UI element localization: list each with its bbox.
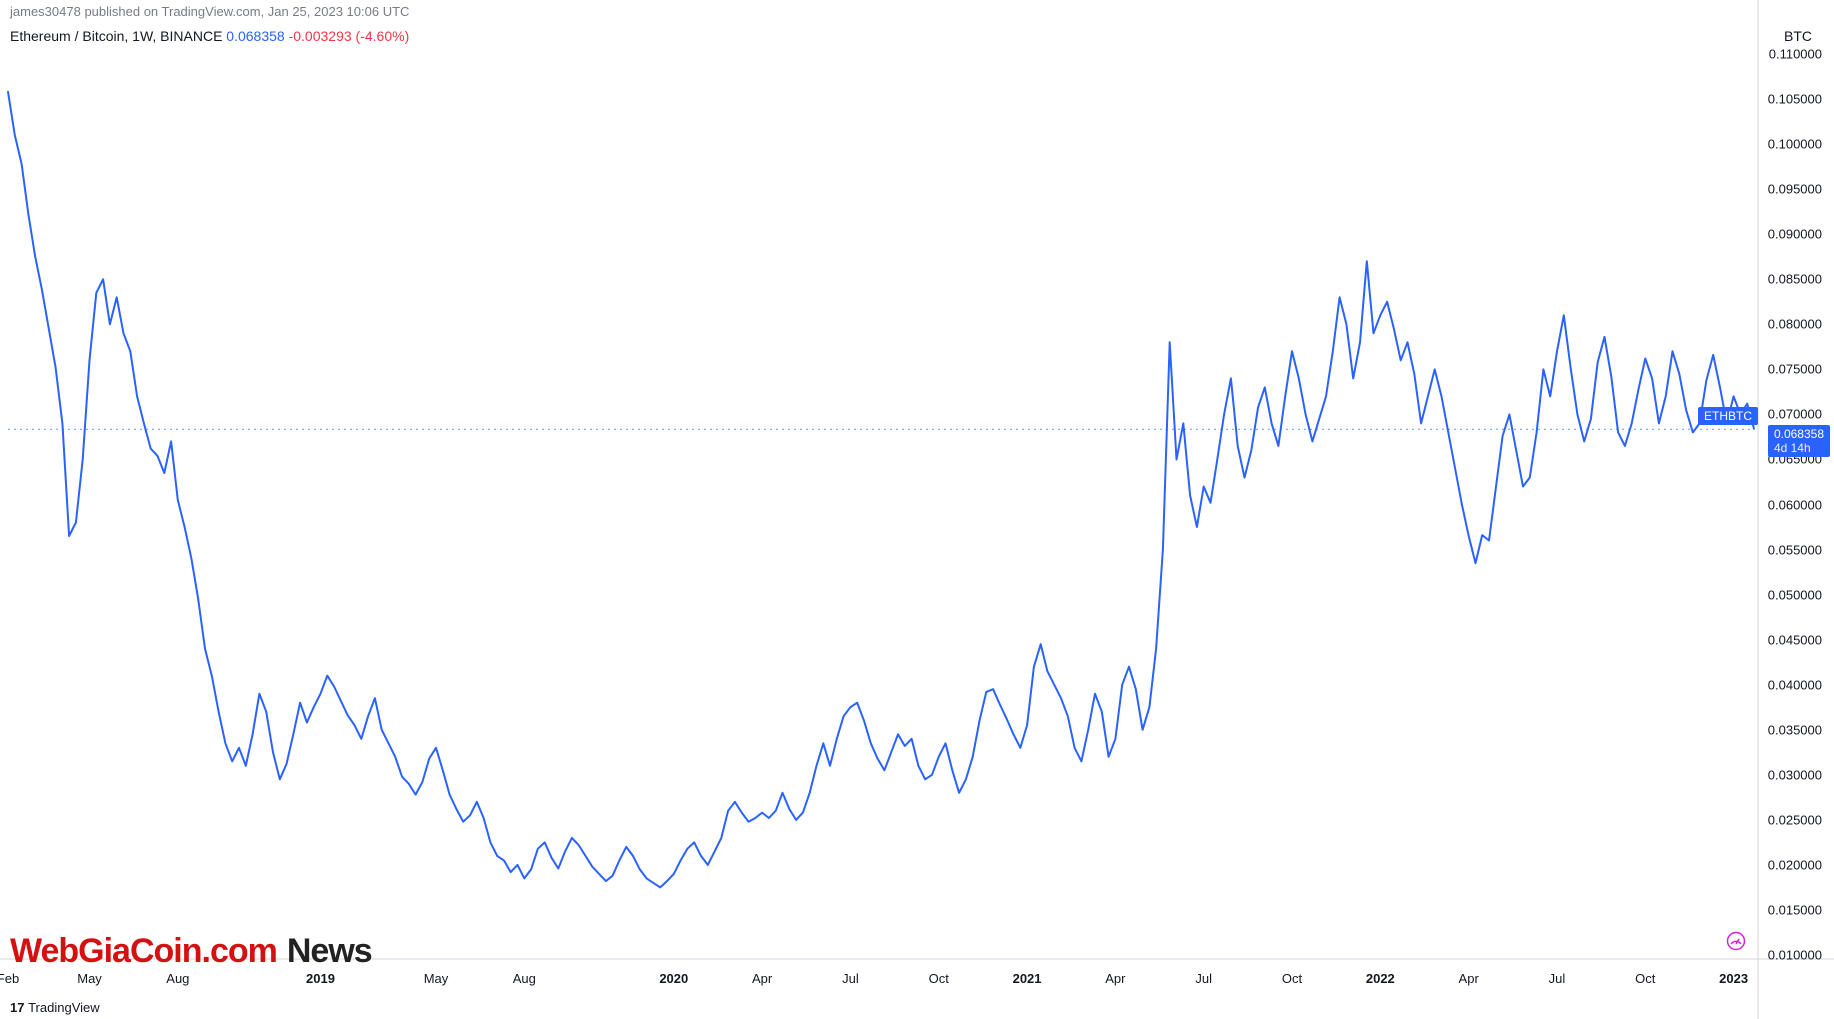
x-tick: Oct	[929, 971, 949, 986]
y-tick: 0.055000	[1768, 542, 1822, 557]
price-badge-countdown: 4d 14h	[1774, 441, 1824, 455]
y-tick: 0.110000	[1769, 47, 1822, 62]
x-tick: Jul	[842, 971, 859, 986]
price-badge: 0.068358 4d 14h	[1768, 425, 1830, 457]
y-tick: 0.040000	[1768, 677, 1822, 692]
y-tick: 0.060000	[1768, 497, 1822, 512]
y-tick: 0.020000	[1768, 857, 1822, 872]
y-tick: 0.080000	[1768, 317, 1822, 332]
y-tick: 0.075000	[1768, 362, 1822, 377]
x-tick: Jul	[1549, 971, 1566, 986]
x-tick: Apr	[1105, 971, 1125, 986]
x-tick: May	[424, 971, 449, 986]
x-tick: May	[77, 971, 102, 986]
y-axis: 0.010000 0.015000 0.020000 0.025000 0.030000…	[1754, 0, 1834, 1019]
watermark: WebGiaCoin.com News	[10, 932, 372, 971]
y-tick: 0.090000	[1768, 227, 1822, 242]
x-tick: Jul	[1195, 971, 1212, 986]
y-tick: 0.105000	[1768, 92, 1822, 107]
snapshot-icon[interactable]	[1726, 931, 1746, 951]
x-tick: 2020	[659, 971, 688, 986]
chart-root: james30478 published on TradingView.com,…	[0, 0, 1834, 1019]
x-tick: Aug	[166, 971, 189, 986]
x-tick: Apr	[752, 971, 772, 986]
y-tick: 0.050000	[1768, 587, 1822, 602]
y-tick: 0.035000	[1768, 722, 1822, 737]
x-tick: Apr	[1459, 971, 1479, 986]
y-tick: 0.095000	[1768, 182, 1822, 197]
x-tick: 2019	[306, 971, 335, 986]
x-tick: 2022	[1366, 971, 1395, 986]
x-tick: 2023	[1719, 971, 1748, 986]
x-tick: 2021	[1013, 971, 1042, 986]
x-tick: Oct	[1282, 971, 1302, 986]
price-badge-value: 0.068358	[1774, 427, 1824, 441]
x-axis: Feb May Aug 2019 May Aug 2020 Apr Jul Oct 2021 Apr J…	[0, 971, 1834, 995]
y-tick: 0.015000	[1768, 902, 1822, 917]
y-tick: 0.030000	[1768, 767, 1822, 782]
price-chart[interactable]	[0, 0, 1834, 1019]
y-tick: 0.100000	[1768, 137, 1822, 152]
y-tick: 0.045000	[1768, 632, 1822, 647]
watermark-part2: News	[287, 932, 372, 970]
y-tick: 0.010000	[1768, 948, 1822, 963]
y-tick: 0.025000	[1768, 812, 1822, 827]
x-tick: Oct	[1635, 971, 1655, 986]
tradingview-logo[interactable]: 17 TradingView	[10, 1000, 100, 1015]
x-tick: Aug	[513, 971, 536, 986]
y-tick: 0.085000	[1768, 272, 1822, 287]
ticker-badge: ETHBTC	[1698, 407, 1758, 425]
x-tick: Feb	[0, 971, 19, 986]
watermark-part1: WebGiaCoin.com	[10, 932, 277, 970]
y-tick: 0.070000	[1768, 407, 1822, 422]
